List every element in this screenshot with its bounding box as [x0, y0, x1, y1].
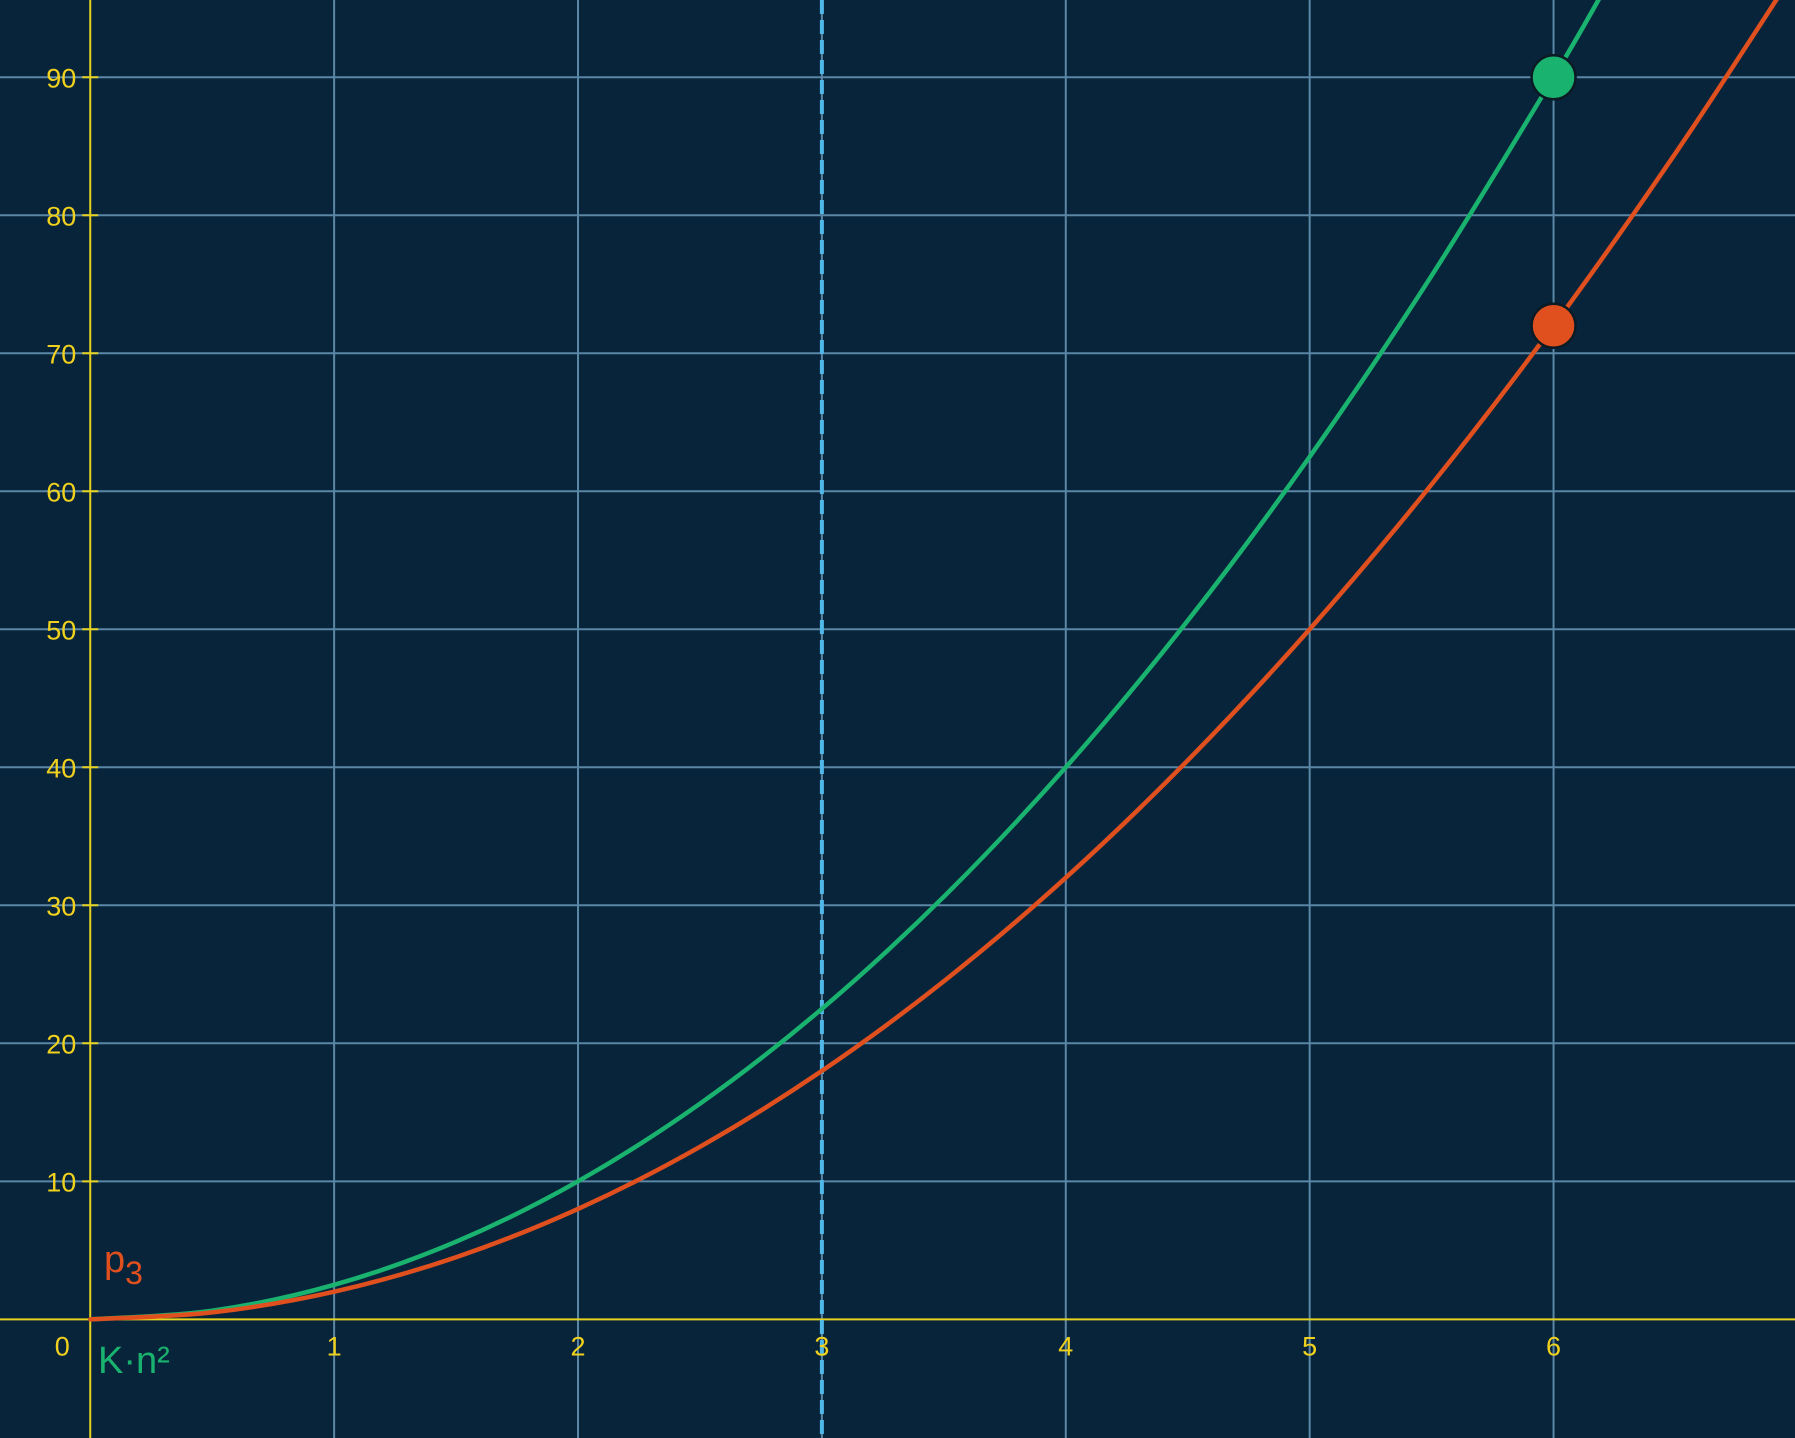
- y-tick-label-90: 90: [46, 63, 76, 93]
- y-tick-labels: 10 20 30 40 50 60 70 80 90: [46, 63, 76, 1197]
- series-point-0[interactable]: [1530, 54, 1577, 101]
- x-tick-label-2: 2: [570, 1331, 585, 1361]
- y-tick-label-70: 70: [46, 339, 76, 369]
- series-markers: [1530, 54, 1577, 349]
- x-tick-label-4: 4: [1058, 1331, 1073, 1361]
- y-tick-label-20: 20: [46, 1029, 76, 1059]
- series-line-0: [87, 0, 1601, 1322]
- y-tick-label-10: 10: [46, 1167, 76, 1197]
- series-point-1[interactable]: [1530, 302, 1577, 349]
- y-tick-label-40: 40: [46, 753, 76, 783]
- horizontal-gridlines: [0, 76, 1795, 1183]
- y-tick-label-50: 50: [46, 615, 76, 645]
- series-label-k-n-squared: K·n²: [98, 1340, 170, 1382]
- x-tick-label-0: 0: [55, 1331, 70, 1361]
- x-tick-label-1: 1: [327, 1331, 342, 1361]
- vertical-gridlines: [333, 0, 1555, 1438]
- y-tick-label-30: 30: [46, 891, 76, 921]
- x-tick-labels: 0 1 2 3 4 5 6: [55, 1331, 1561, 1361]
- series-label-p3: p3: [104, 1239, 143, 1291]
- x-tick-label-5: 5: [1302, 1331, 1317, 1361]
- x-tick-label-6: 6: [1546, 1331, 1561, 1361]
- y-tick-label-60: 60: [46, 477, 76, 507]
- x-tick-label-3: 3: [814, 1331, 829, 1361]
- y-tick-label-80: 80: [46, 201, 76, 231]
